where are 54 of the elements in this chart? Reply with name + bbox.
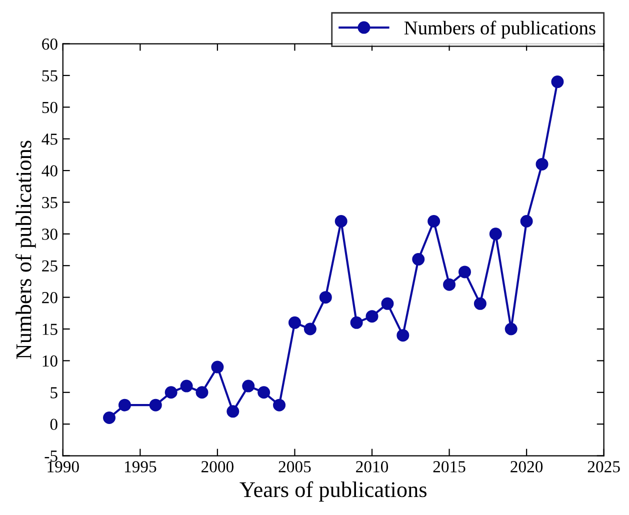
y-tick-label: -5 bbox=[44, 450, 58, 462]
point bbox=[304, 322, 316, 336]
x-tick-label: 1990 bbox=[48, 461, 79, 472]
point bbox=[504, 322, 518, 336]
y-tick-label: 60 bbox=[42, 38, 58, 50]
point bbox=[273, 398, 286, 412]
x-tick-label: 2005 bbox=[278, 461, 311, 472]
y-tick-label: 25 bbox=[42, 260, 58, 272]
point bbox=[458, 266, 471, 278]
x-tick-label: 2000 bbox=[202, 461, 234, 472]
point bbox=[412, 253, 425, 266]
y-tick-label: 35 bbox=[42, 196, 58, 208]
point bbox=[536, 158, 548, 170]
point bbox=[211, 360, 224, 374]
point bbox=[288, 316, 301, 329]
point bbox=[551, 76, 564, 88]
y-tick-label: 40 bbox=[42, 165, 58, 176]
y-tick-label: 20 bbox=[42, 292, 58, 304]
x-tick-label: 2015 bbox=[433, 461, 466, 472]
point bbox=[196, 386, 208, 399]
y-tick-label: 45 bbox=[42, 134, 58, 145]
point bbox=[103, 411, 116, 424]
point bbox=[396, 329, 410, 342]
y-tick-label: 10 bbox=[42, 355, 58, 367]
x-tick-label: 2025 bbox=[588, 461, 620, 472]
y-tick-label: 30 bbox=[42, 228, 58, 240]
legend-label: Numbers of publications bbox=[404, 20, 596, 38]
x-tick-label: 2010 bbox=[356, 461, 388, 472]
x-tick-label: 1995 bbox=[124, 461, 156, 472]
x-tick-label: 2020 bbox=[510, 461, 543, 472]
y-axis-title: Numbers of publications bbox=[15, 140, 36, 359]
point bbox=[334, 215, 348, 228]
x-axis-title: Years of publications bbox=[240, 481, 426, 502]
point bbox=[428, 215, 440, 228]
point bbox=[319, 291, 332, 304]
point bbox=[226, 405, 240, 418]
y-tick-label: 15 bbox=[42, 324, 58, 335]
point bbox=[474, 297, 486, 310]
point bbox=[258, 386, 270, 399]
point bbox=[443, 278, 456, 291]
point bbox=[149, 398, 162, 412]
y-tick-label: 50 bbox=[42, 102, 58, 114]
point bbox=[242, 380, 255, 392]
point bbox=[489, 228, 502, 240]
point bbox=[366, 310, 378, 323]
point bbox=[180, 380, 193, 392]
y-tick-label: 0 bbox=[50, 418, 58, 430]
y-tick-label: 55 bbox=[42, 70, 58, 82]
point bbox=[520, 215, 533, 228]
point bbox=[164, 386, 178, 399]
point bbox=[350, 316, 363, 329]
point bbox=[118, 398, 131, 412]
y-tick-label: 5 bbox=[50, 387, 58, 398]
point bbox=[381, 297, 394, 310]
